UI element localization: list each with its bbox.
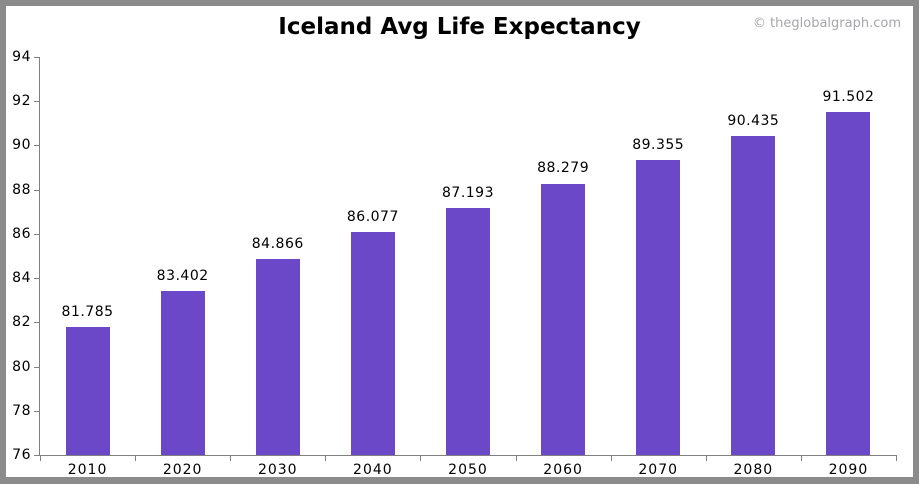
y-axis-tick xyxy=(34,278,40,280)
y-axis-tick xyxy=(34,101,40,103)
y-axis-tick-label: 84 xyxy=(12,270,31,287)
x-axis-category-label: 2010 xyxy=(67,462,108,478)
y-axis-tick xyxy=(34,189,40,191)
bar-2040 xyxy=(350,232,395,455)
x-axis-category-label: 2090 xyxy=(828,462,869,478)
y-axis-tick-label: 86 xyxy=(12,225,31,242)
y-axis-tick-label: 92 xyxy=(12,93,31,110)
bar-2070 xyxy=(636,159,681,455)
bar-value-label: 87.193 xyxy=(442,184,494,201)
x-axis-tick xyxy=(325,455,327,461)
x-axis-category-label: 2040 xyxy=(353,462,393,478)
y-axis-tick-label: 76 xyxy=(12,447,31,463)
bar-value-label: 86.077 xyxy=(346,209,399,226)
bar-value-label: 89.355 xyxy=(632,136,685,153)
x-axis-tick xyxy=(610,455,612,461)
bar-value-label: 83.402 xyxy=(156,268,209,285)
y-axis-tick-label: 88 xyxy=(12,181,31,198)
y-axis-tick xyxy=(34,57,40,58)
bar-2020 xyxy=(160,291,205,455)
y-axis-tick-label: 82 xyxy=(12,314,31,331)
y-axis-tick-label: 78 xyxy=(12,402,31,419)
y-axis-tick xyxy=(34,455,40,456)
watermark: © theglobalgraph.com xyxy=(752,16,901,31)
x-axis-tick xyxy=(800,455,802,461)
y-axis-tick-label: 90 xyxy=(12,137,31,154)
y-axis-tick xyxy=(34,366,40,368)
x-axis-category-label: 2020 xyxy=(162,462,203,478)
y-axis-tick xyxy=(34,322,40,324)
bar-2060 xyxy=(541,183,586,455)
y-axis-tick-label: 80 xyxy=(12,358,31,375)
plot-area: 76 78 80 82 84 86 88 90 92 94 81.785 2010 83.402 2020… xyxy=(12,49,897,477)
x-axis-tick xyxy=(896,455,897,461)
bar-2010 xyxy=(65,327,110,455)
x-axis-category-label: 2050 xyxy=(448,462,488,478)
x-axis-tick xyxy=(230,455,232,461)
x-axis-tick xyxy=(40,455,41,461)
bar-value-label: 88.279 xyxy=(537,160,590,177)
bar-2050 xyxy=(446,207,490,455)
y-axis-tick xyxy=(34,233,40,235)
chart-title: Iceland Avg Life Expectancy xyxy=(278,14,641,40)
y-axis-tick xyxy=(34,410,40,412)
bar-value-label: 91.502 xyxy=(822,89,875,106)
bar-2080 xyxy=(731,135,776,455)
x-axis-category-label: 2060 xyxy=(543,462,583,478)
bar-value-label: 90.435 xyxy=(727,112,780,129)
bar-value-label: 84.866 xyxy=(251,235,304,252)
y-axis-tick-label: 94 xyxy=(12,49,31,65)
bar-2030 xyxy=(255,258,300,455)
x-axis-tick xyxy=(515,455,517,461)
y-axis-tick xyxy=(34,145,40,147)
x-axis-category-label: 2080 xyxy=(733,462,774,478)
x-axis-tick xyxy=(135,455,137,461)
x-axis-tick xyxy=(420,455,422,461)
x-axis-category-label: 2070 xyxy=(638,462,679,478)
x-axis-tick xyxy=(705,455,707,461)
x-axis-category-label: 2030 xyxy=(257,462,298,478)
bar-value-label: 81.785 xyxy=(61,304,114,321)
bar-2090 xyxy=(826,112,871,455)
